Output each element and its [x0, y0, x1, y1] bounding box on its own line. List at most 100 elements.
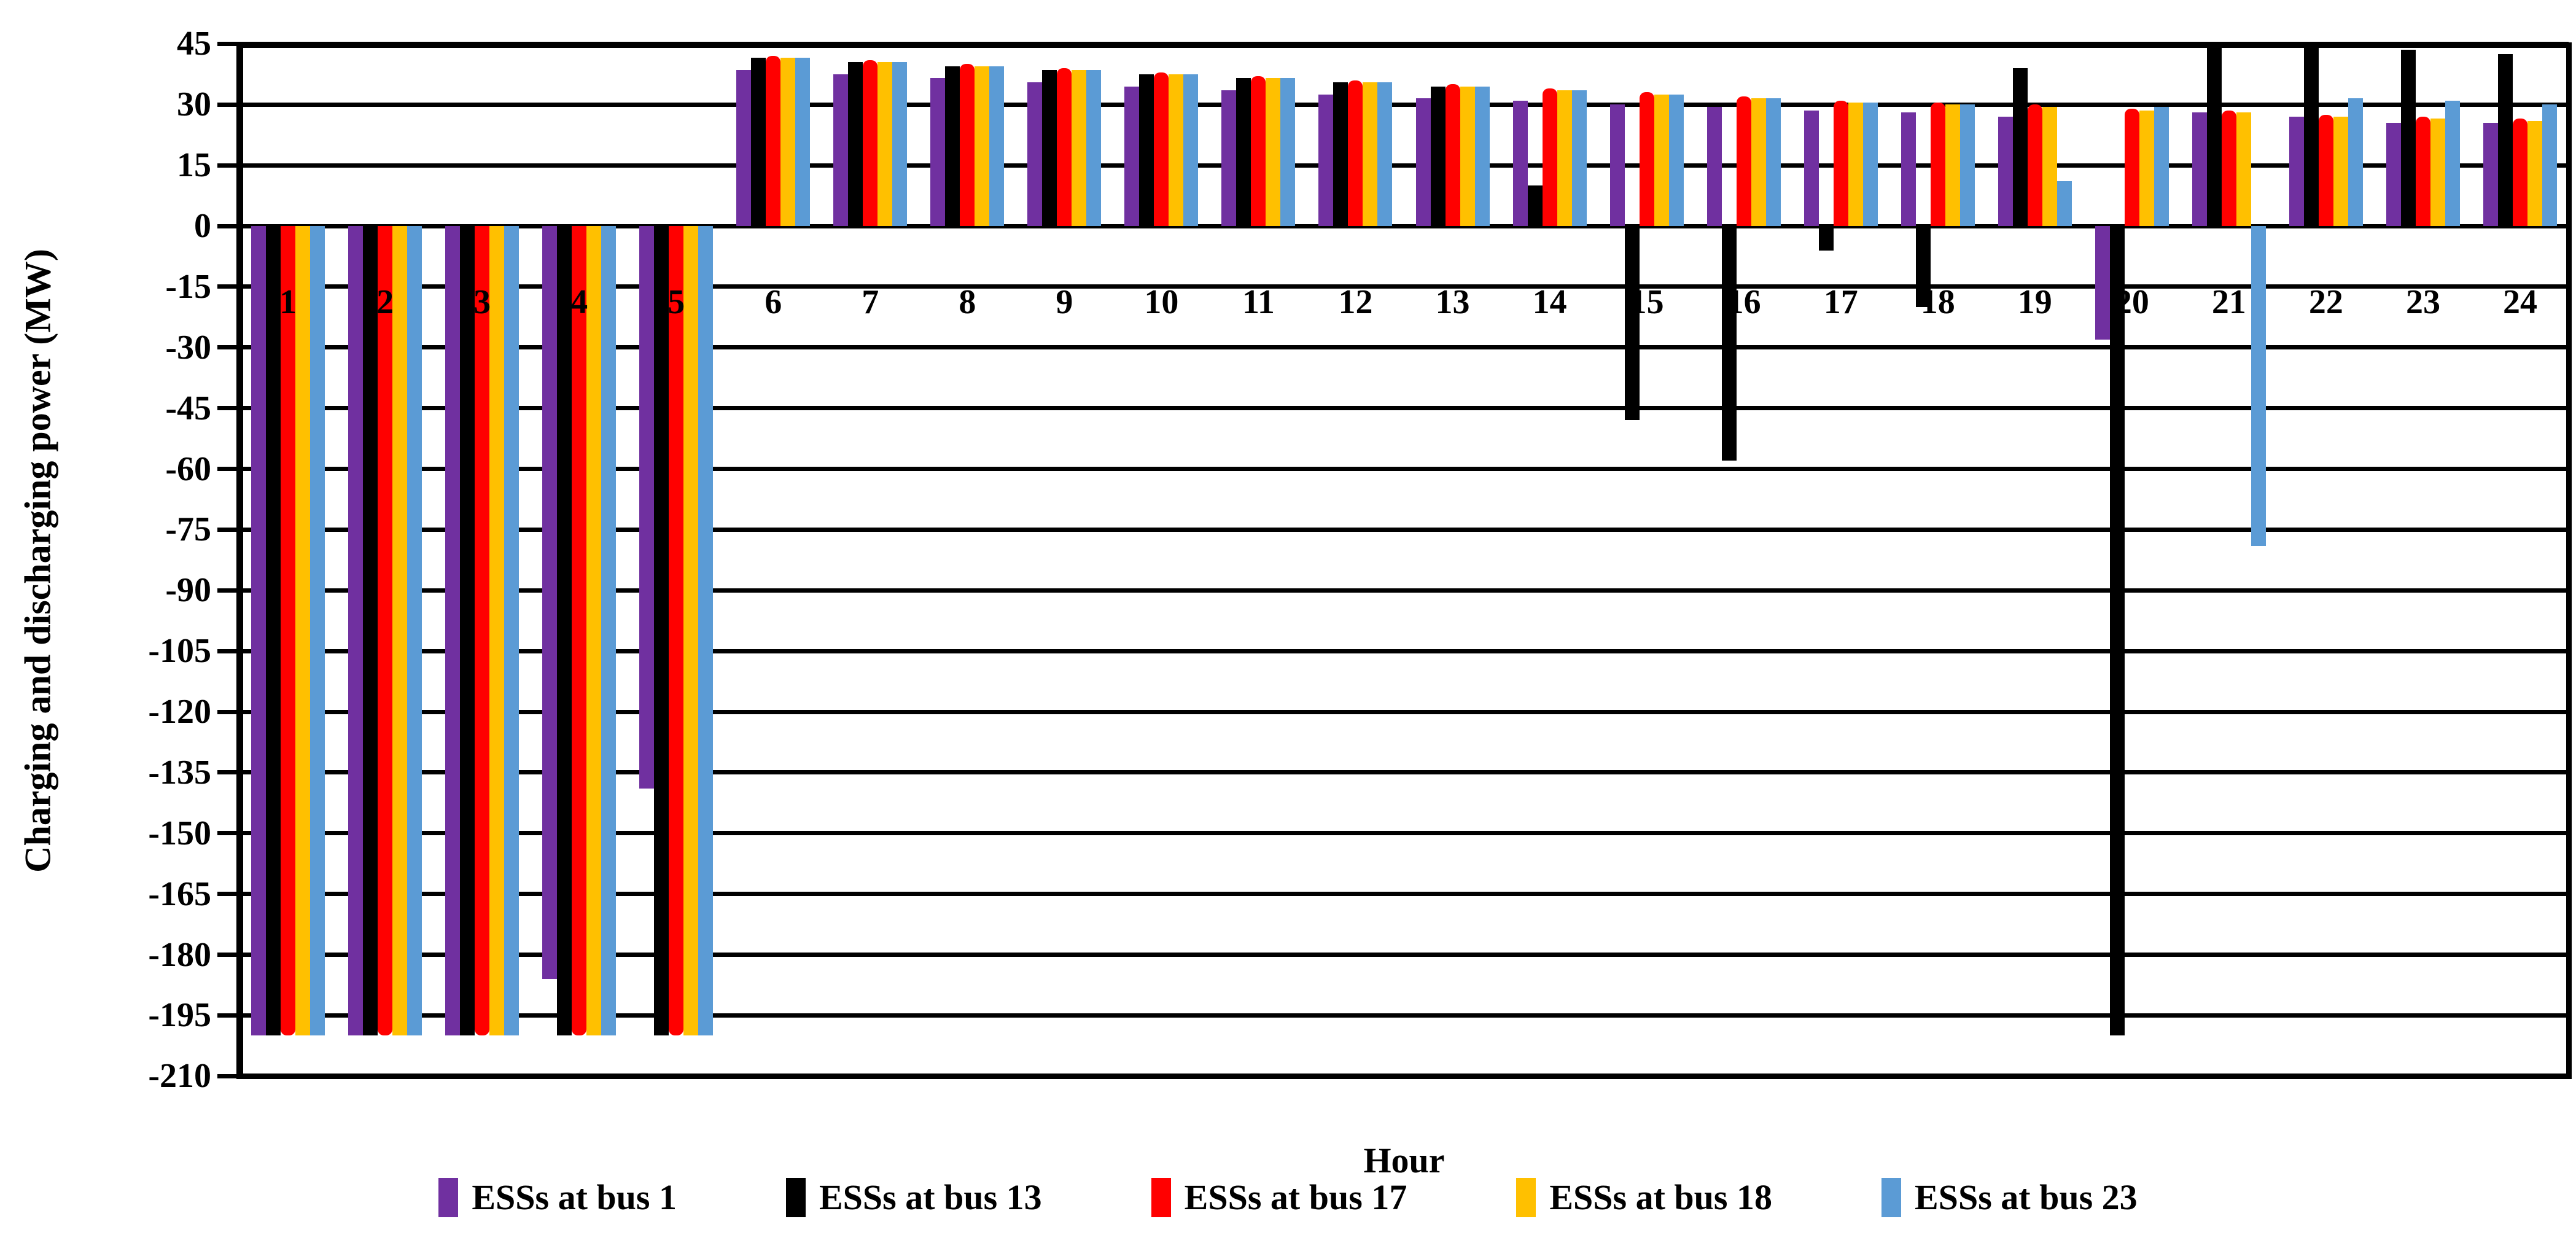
x-tick-label: 24 — [2502, 283, 2537, 321]
bar-hour-1-esss-at-bus-23 — [310, 226, 325, 1036]
y-tick-label: 30 — [177, 85, 211, 124]
bar-hour-2-esss-at-bus-18 — [392, 226, 408, 1036]
gridline — [239, 102, 2569, 107]
bar-hour-24-esss-at-bus-1 — [2483, 122, 2498, 226]
bar-hour-8-esss-at-bus-23 — [989, 66, 1005, 226]
x-tick-label: 10 — [1144, 283, 1179, 321]
x-tick-label: 22 — [2308, 283, 2343, 321]
bar-hour-19-esss-at-bus-1 — [1998, 117, 2013, 226]
bar-hour-18-esss-at-bus-17 — [1930, 102, 1945, 226]
bar-hour-17-esss-at-bus-13 — [1818, 226, 1834, 251]
bar-hour-2-esss-at-bus-13 — [363, 226, 378, 1036]
bar-hour-23-esss-at-bus-17 — [2415, 117, 2430, 226]
legend-swatch-icon — [1881, 1177, 1901, 1217]
bar-hour-11-esss-at-bus-23 — [1280, 78, 1296, 226]
y-tick-label: -30 — [165, 328, 211, 367]
bar-hour-3-esss-at-bus-1 — [445, 226, 461, 1036]
bar-hour-20-esss-at-bus-17 — [2124, 108, 2139, 226]
bar-hour-18-esss-at-bus-18 — [1945, 104, 1960, 226]
bar-hour-21-esss-at-bus-23 — [2251, 226, 2266, 546]
bar-hour-16-esss-at-bus-1 — [1706, 106, 1722, 226]
y-tick-label: -15 — [165, 267, 211, 306]
bar-hour-20-esss-at-bus-1 — [2095, 226, 2110, 340]
legend-label: ESSs at bus 17 — [1184, 1177, 1407, 1217]
y-axis-line — [236, 42, 243, 1079]
bar-hour-19-esss-at-bus-17 — [2027, 104, 2042, 226]
y-tick-label: -45 — [165, 389, 211, 427]
y-tick-label: -180 — [148, 935, 211, 974]
bar-hour-3-esss-at-bus-13 — [460, 226, 475, 1036]
bar-hour-10-esss-at-bus-13 — [1139, 74, 1154, 226]
bar-hour-12-esss-at-bus-18 — [1363, 82, 1378, 226]
bar-hour-22-esss-at-bus-18 — [2333, 117, 2348, 226]
bar-hour-8-esss-at-bus-1 — [930, 78, 946, 226]
bar-hour-3-esss-at-bus-17 — [475, 226, 490, 1036]
bar-hour-5-esss-at-bus-18 — [683, 226, 699, 1036]
bar-hour-7-esss-at-bus-1 — [833, 74, 849, 226]
bar-hour-13-esss-at-bus-13 — [1430, 86, 1446, 226]
bar-hour-21-esss-at-bus-17 — [2221, 111, 2236, 226]
x-tick-label: 20 — [2114, 283, 2149, 321]
x-tick-label: 8 — [959, 283, 976, 321]
legend-item: ESSs at bus 23 — [1881, 1177, 2138, 1218]
bar-hour-3-esss-at-bus-23 — [504, 226, 519, 1036]
x-tick-label: 4 — [570, 283, 588, 321]
y-tick-label: -150 — [148, 814, 211, 852]
bar-hour-23-esss-at-bus-13 — [2400, 50, 2416, 226]
bar-hour-23-esss-at-bus-18 — [2430, 119, 2445, 226]
legend-item: ESSs at bus 18 — [1516, 1177, 1772, 1218]
bar-hour-15-esss-at-bus-1 — [1609, 104, 1625, 226]
bar-hour-10-esss-at-bus-18 — [1169, 74, 1184, 226]
bar-hour-15-esss-at-bus-23 — [1668, 94, 1684, 226]
bar-hour-7-esss-at-bus-23 — [892, 62, 908, 226]
legend-item: ESSs at bus 13 — [785, 1177, 1042, 1218]
bar-hour-9-esss-at-bus-17 — [1057, 68, 1072, 226]
x-tick-label: 3 — [473, 283, 491, 321]
bar-hour-9-esss-at-bus-1 — [1027, 82, 1043, 226]
bar-hour-10-esss-at-bus-23 — [1183, 74, 1199, 226]
bar-hour-14-esss-at-bus-18 — [1557, 90, 1572, 226]
bar-hour-17-esss-at-bus-18 — [1848, 102, 1863, 226]
y-tick-label: -210 — [148, 1057, 211, 1096]
y-tick-label: -135 — [148, 753, 211, 792]
x-tick-label: 6 — [765, 283, 782, 321]
y-tick-label: -165 — [148, 875, 211, 913]
bar-hour-16-esss-at-bus-18 — [1751, 98, 1766, 226]
x-tick-label: 13 — [1435, 283, 1470, 321]
bar-hour-13-esss-at-bus-23 — [1474, 86, 1490, 226]
bar-hour-3-esss-at-bus-18 — [489, 226, 505, 1036]
bar-hour-8-esss-at-bus-18 — [975, 66, 990, 226]
bar-hour-18-esss-at-bus-13 — [1915, 226, 1931, 307]
bar-hour-21-esss-at-bus-18 — [2236, 112, 2251, 226]
bar-hour-4-esss-at-bus-18 — [586, 226, 602, 1036]
y-axis-tick — [217, 892, 239, 897]
bar-hour-5-esss-at-bus-1 — [639, 226, 655, 789]
y-tick-label: -120 — [148, 693, 211, 731]
gridline — [239, 649, 2569, 653]
bar-hour-4-esss-at-bus-23 — [601, 226, 617, 1036]
bar-hour-5-esss-at-bus-17 — [669, 226, 684, 1036]
bar-hour-13-esss-at-bus-1 — [1415, 98, 1431, 226]
y-tick-label: 45 — [177, 25, 211, 63]
bar-hour-15-esss-at-bus-18 — [1654, 94, 1669, 226]
x-tick-label: 9 — [1056, 283, 1073, 321]
legend-item: ESSs at bus 17 — [1151, 1177, 1407, 1218]
x-tick-label: 14 — [1532, 283, 1567, 321]
bar-hour-1-esss-at-bus-13 — [266, 226, 281, 1036]
bar-hour-4-esss-at-bus-17 — [572, 226, 587, 1036]
plot-border-bottom — [239, 1073, 2569, 1079]
legend-label: ESSs at bus 18 — [1549, 1177, 1772, 1217]
y-axis-tick — [217, 224, 239, 228]
bar-hour-22-esss-at-bus-13 — [2303, 42, 2319, 226]
bar-hour-6-esss-at-bus-13 — [751, 58, 766, 226]
bar-hour-10-esss-at-bus-17 — [1154, 72, 1169, 226]
bar-hour-14-esss-at-bus-17 — [1542, 88, 1557, 226]
y-axis-tick — [217, 163, 239, 168]
bar-hour-15-esss-at-bus-13 — [1624, 226, 1640, 421]
bar-hour-5-esss-at-bus-13 — [654, 226, 669, 1036]
x-tick-label: 1 — [279, 283, 297, 321]
y-axis-tick — [217, 953, 239, 957]
bar-hour-19-esss-at-bus-13 — [2012, 68, 2028, 226]
x-tick-label: 12 — [1338, 283, 1373, 321]
